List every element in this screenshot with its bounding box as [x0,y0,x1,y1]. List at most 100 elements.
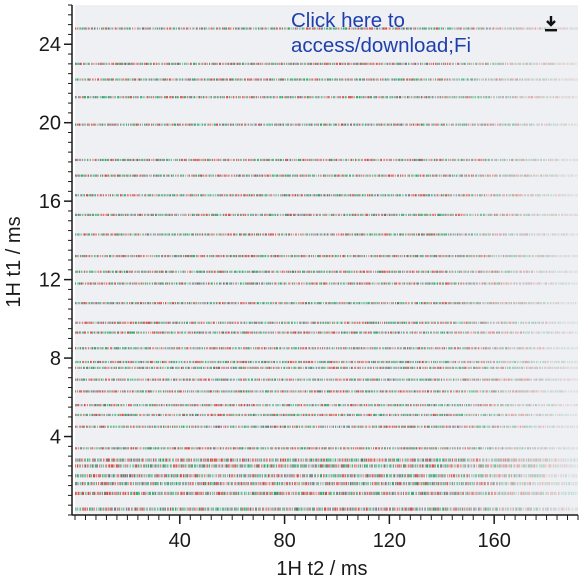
signal-stripe [135,482,137,486]
signal-stripe [105,458,108,462]
signal-stripe [342,282,344,285]
signal-stripe [251,302,254,305]
signal-stripe [508,302,511,305]
signal-stripe [367,366,370,369]
signal-stripe [425,491,427,496]
signal-stripe [289,413,291,417]
signal-stripe [375,482,377,486]
signal-stripe [124,366,127,369]
signal-stripe [207,447,210,450]
signal-stripe [163,447,166,450]
signal-stripe [418,347,421,350]
signal-stripe [77,366,79,369]
signal-stripe [219,233,221,236]
signal-stripe [183,464,185,468]
signal-stripe [307,458,309,462]
signal-stripe [310,360,314,364]
signal-stripe [383,425,386,428]
signal-stripe [97,321,100,324]
signal-stripe [146,474,148,478]
signal-stripe [222,254,225,258]
signal-stripe [228,482,230,486]
signal-stripe [574,413,577,417]
signal-stripe [544,425,547,428]
signal-stripe [107,447,110,450]
signal-stripe [504,321,506,324]
signal-stripe [267,404,269,407]
signal-stripe [290,390,293,393]
signal-stripe [515,425,517,428]
signal-stripe [148,360,149,364]
signal-stripe [338,404,341,407]
signal-stripe [149,233,152,236]
signal-stripe [180,321,182,324]
signal-stripe [355,458,358,462]
signal-stripe [108,331,112,334]
signal-stripe [279,254,281,258]
signal-stripe [262,233,264,236]
signal-stripe [101,366,104,369]
signal-stripe [376,458,378,462]
signal-stripe [195,491,197,496]
signal-stripe [443,347,446,350]
signal-stripe [226,390,228,393]
signal-stripe [281,270,284,273]
signal-stripe [358,321,361,324]
signal-stripe [379,390,382,393]
signal-stripe [121,458,123,462]
signal-stripe [492,390,495,393]
signal-stripe [338,482,340,486]
signal-stripe [496,474,498,478]
signal-stripe [348,270,351,273]
signal-stripe [379,474,381,478]
signal-stripe [232,366,235,369]
signal-stripe [156,282,158,285]
signal-stripe [517,491,520,496]
signal-stripe [264,360,267,364]
signal-stripe [164,366,166,369]
signal-stripe [458,474,460,478]
signal-stripe [534,270,535,273]
signal-stripe [107,233,109,236]
signal-stripe [562,447,565,450]
signal-stripe [328,270,331,273]
signal-stripe [260,366,262,369]
signal-stripe [194,404,196,407]
signal-stripe [567,360,569,364]
signal-stripe [479,378,481,381]
signal-stripe [441,425,444,428]
signal-stripe [374,282,376,285]
signal-stripe [473,482,475,486]
signal-stripe [568,270,571,273]
signal-stripe [250,491,252,496]
signal-stripe [257,474,259,478]
signal-stripe [113,464,115,468]
signal-stripe [242,390,245,393]
signal-stripe [186,347,189,350]
signal-stripe [342,233,345,236]
signal-stripe [227,366,229,369]
signal-stripe [388,507,390,511]
signal-stripe [456,482,459,486]
signal-stripe [350,366,353,369]
signal-stripe [323,321,325,324]
signal-stripe [232,404,235,407]
signal-stripe [393,413,395,417]
signal-stripe [426,404,429,407]
signal-stripe [557,360,560,364]
signal-stripe [238,404,239,407]
signal-stripe [538,270,541,273]
signal-stripe [532,491,535,496]
signal-stripe [390,507,391,511]
signal-stripe [172,507,174,511]
signal-stripe [122,366,124,369]
signal-stripe [228,404,230,407]
signal-stripe [466,413,468,417]
signal-stripe [166,482,169,486]
signal-stripe [318,507,320,511]
signal-stripe [517,413,521,417]
signal-stripe [473,360,475,364]
signal-stripe [195,233,197,236]
signal-stripe [396,447,398,450]
signal-stripe [207,233,210,236]
